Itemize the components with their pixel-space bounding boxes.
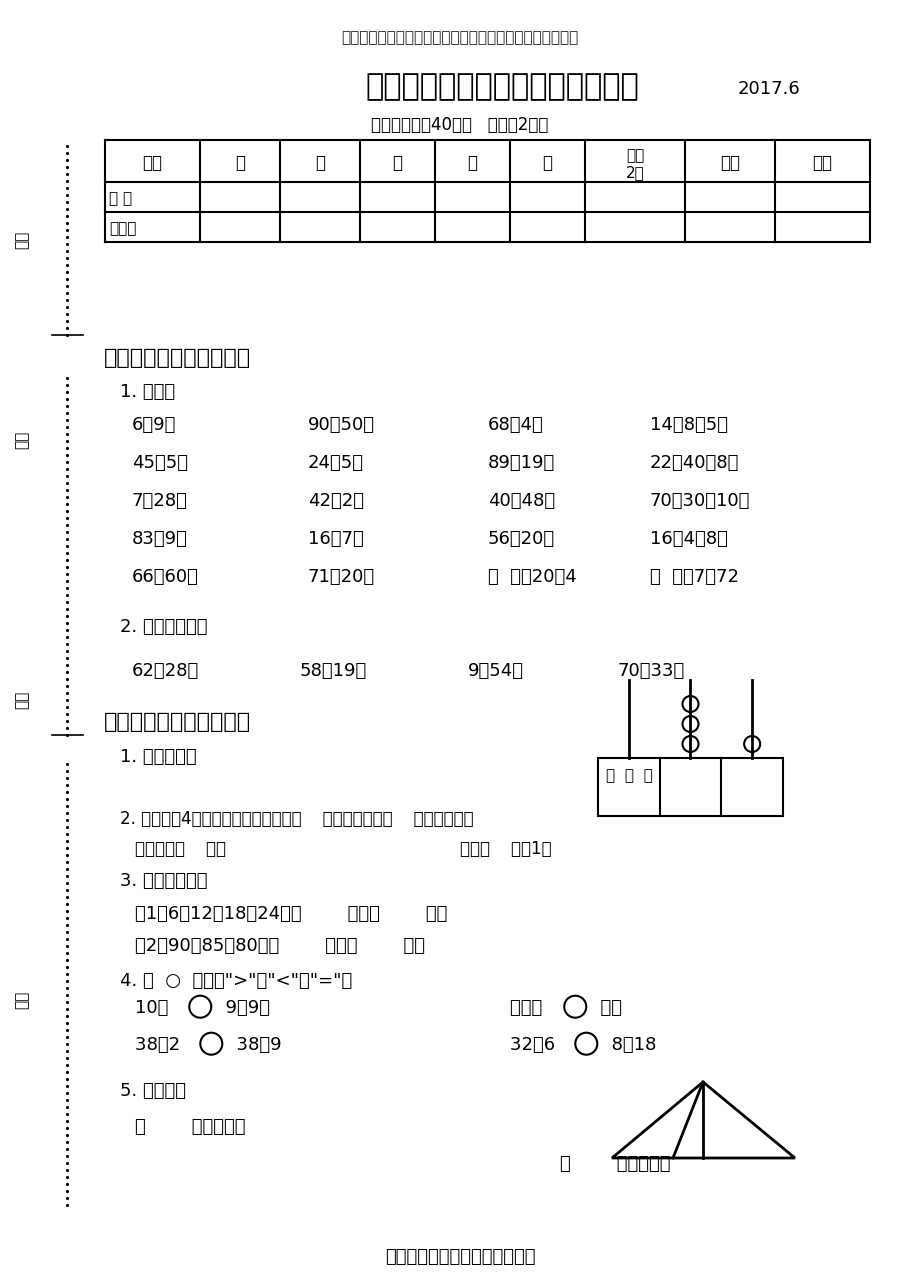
Text: 2. 个位上是4的两位数中，最小的是（    ），最大的是（    ）个，这两个: 2. 个位上是4的两位数中，最小的是（ ），最大的是（ ）个，这两个 (119, 810, 473, 827)
Text: 16－4－8＝: 16－4－8＝ (650, 530, 727, 548)
Text: 10元: 10元 (135, 999, 180, 1016)
Text: （  ）－20＝4: （ ）－20＝4 (487, 568, 576, 586)
Text: 2. 用竖式计算。: 2. 用竖式计算。 (119, 618, 208, 636)
Text: 66－60＝: 66－60＝ (131, 568, 199, 586)
Text: 9＋54＝: 9＋54＝ (468, 661, 524, 679)
Text: 56－20＝: 56－20＝ (487, 530, 554, 548)
Text: 学校: 学校 (15, 991, 29, 1009)
Text: 9角9分: 9角9分 (214, 999, 270, 1016)
Text: 71＋20＝: 71＋20＝ (308, 568, 375, 586)
Text: 总分: 总分 (720, 155, 739, 172)
Text: （考试时间：40分钟   卷面分2分）: （考试时间：40分钟 卷面分2分） (371, 116, 548, 134)
Text: 22＋40＋8＝: 22＋40＋8＝ (650, 455, 739, 472)
Text: 68＋4＝: 68＋4＝ (487, 416, 543, 434)
Text: 32－6: 32－6 (509, 1036, 566, 1054)
Text: 38－2: 38－2 (135, 1036, 191, 1054)
Text: 卷面: 卷面 (625, 148, 643, 163)
Text: 小学一年级数学（下册）期末试卷: 小学一年级数学（下册）期末试卷 (365, 72, 638, 101)
Text: 42－2＝: 42－2＝ (308, 492, 364, 510)
Text: 5. 数一数。: 5. 数一数。 (119, 1082, 186, 1099)
Text: 二: 二 (314, 155, 324, 172)
Text: 一: 一 (234, 155, 244, 172)
Text: 数相差是（    ）。: 数相差是（ ）。 (135, 840, 226, 858)
Text: 姓名: 姓名 (15, 430, 29, 450)
Text: 2017.6: 2017.6 (737, 80, 800, 98)
Text: （        ）个三角形: （ ）个三角形 (560, 1154, 670, 1174)
Text: （  ）＋7＝72: （ ）＋7＝72 (650, 568, 738, 586)
Text: 三: 三 (392, 155, 403, 172)
Text: 89－19＝: 89－19＝ (487, 455, 555, 472)
Text: 得 分: 得 分 (108, 192, 132, 207)
Text: 38－9: 38－9 (225, 1036, 281, 1054)
Text: 二十几: 二十几 (509, 999, 553, 1016)
Text: 一、用心审题，正确计算: 一、用心审题，正确计算 (104, 349, 251, 368)
Text: （        ）个长方形: （ ）个长方形 (135, 1117, 245, 1137)
Text: 4. 在  ○  里填上">"、"<"或"="。: 4. 在 ○ 里填上">"、"<"或"="。 (119, 972, 352, 990)
Text: 2分: 2分 (625, 166, 643, 180)
Text: 14－8＋5＝: 14－8＋5＝ (650, 416, 727, 434)
Text: 6＋9＝: 6＋9＝ (131, 416, 176, 434)
Text: 1. 口算。: 1. 口算。 (119, 383, 175, 401)
Text: 它比（    ）多1。: 它比（ ）多1。 (460, 840, 551, 858)
Text: 四: 四 (467, 155, 477, 172)
Text: 三十: 三十 (588, 999, 621, 1016)
Text: 16＋7＝: 16＋7＝ (308, 530, 363, 548)
Bar (597, 759, 782, 816)
Text: 24＋5＝: 24＋5＝ (308, 455, 364, 472)
Text: 班级: 班级 (15, 691, 29, 709)
Text: 45－5＝: 45－5＝ (131, 455, 187, 472)
Text: （1）6、12、18、24、（        ）、（        ）。: （1）6、12、18、24、（ ）、（ ）。 (135, 905, 447, 923)
Text: 阅卷人: 阅卷人 (108, 221, 136, 236)
Text: 40＋48＝: 40＋48＝ (487, 492, 554, 510)
Text: 五: 五 (542, 155, 552, 172)
Text: 7＋28＝: 7＋28＝ (131, 492, 187, 510)
Text: 90－50＝: 90－50＝ (308, 416, 375, 434)
Text: 考号: 考号 (15, 231, 29, 249)
Text: 3. 找规律填数：: 3. 找规律填数： (119, 872, 208, 890)
Text: 70＋30－10＝: 70＋30－10＝ (650, 492, 750, 510)
Text: 8＋18: 8＋18 (599, 1036, 656, 1054)
Text: 【精品文档】如有侵权，请联系网站删除，仅供学习与交流: 【精品文档】如有侵权，请联系网站删除，仅供学习与交流 (341, 29, 578, 45)
Text: 题号: 题号 (142, 155, 163, 172)
Text: 1. 看图填空。: 1. 看图填空。 (119, 748, 197, 766)
Text: ．．．．精品文档．．．．．．: ．．．．精品文档．．．．．． (384, 1248, 535, 1266)
Text: 70－33＝: 70－33＝ (618, 661, 685, 679)
Text: 等第: 等第 (811, 155, 832, 172)
Text: 二、认真思考，细心填写: 二、认真思考，细心填写 (104, 713, 251, 732)
Text: （2）90、85、80、（        ）、（        ）。: （2）90、85、80、（ ）、（ ）。 (135, 937, 425, 955)
Text: 62＋28＝: 62＋28＝ (131, 661, 199, 679)
Text: 百  十  个: 百 十 个 (606, 767, 652, 783)
Text: 83－9＝: 83－9＝ (131, 530, 187, 548)
Text: 58－19＝: 58－19＝ (300, 661, 367, 679)
